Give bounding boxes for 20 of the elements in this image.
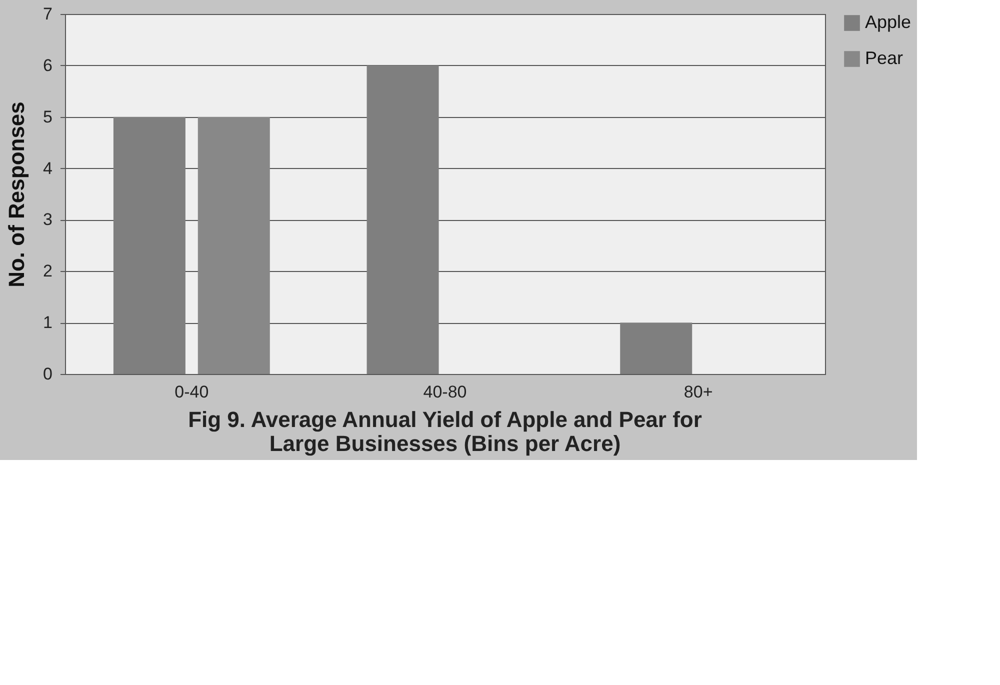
bar: [113, 116, 186, 374]
y-tick-label: 0: [43, 364, 52, 384]
y-tick-label: 6: [43, 56, 52, 75]
text: Large Businesses (Bins per Acre): [269, 431, 621, 456]
bar: [366, 65, 439, 374]
text: Fig 9. Average Annual Yield of Apple and Pear for: [188, 407, 702, 432]
y-tick-label: 2: [43, 262, 52, 281]
y-tick-label: 5: [43, 107, 52, 126]
bar: [198, 116, 270, 374]
legend-label: Pear: [865, 48, 904, 68]
bar: [620, 322, 692, 374]
y-tick-label: 7: [43, 4, 52, 24]
y-axis-title: No. of Responses: [4, 102, 30, 288]
y-tick-label: 1: [43, 313, 52, 332]
x-tick-label: 0-40: [174, 382, 209, 402]
x-tick-label: 80+: [684, 382, 713, 402]
legend-label: Apple: [865, 12, 912, 32]
y-tick-label: 3: [43, 210, 52, 230]
x-tick-label: 40-80: [423, 382, 467, 402]
y-tick-label: 4: [43, 158, 52, 178]
